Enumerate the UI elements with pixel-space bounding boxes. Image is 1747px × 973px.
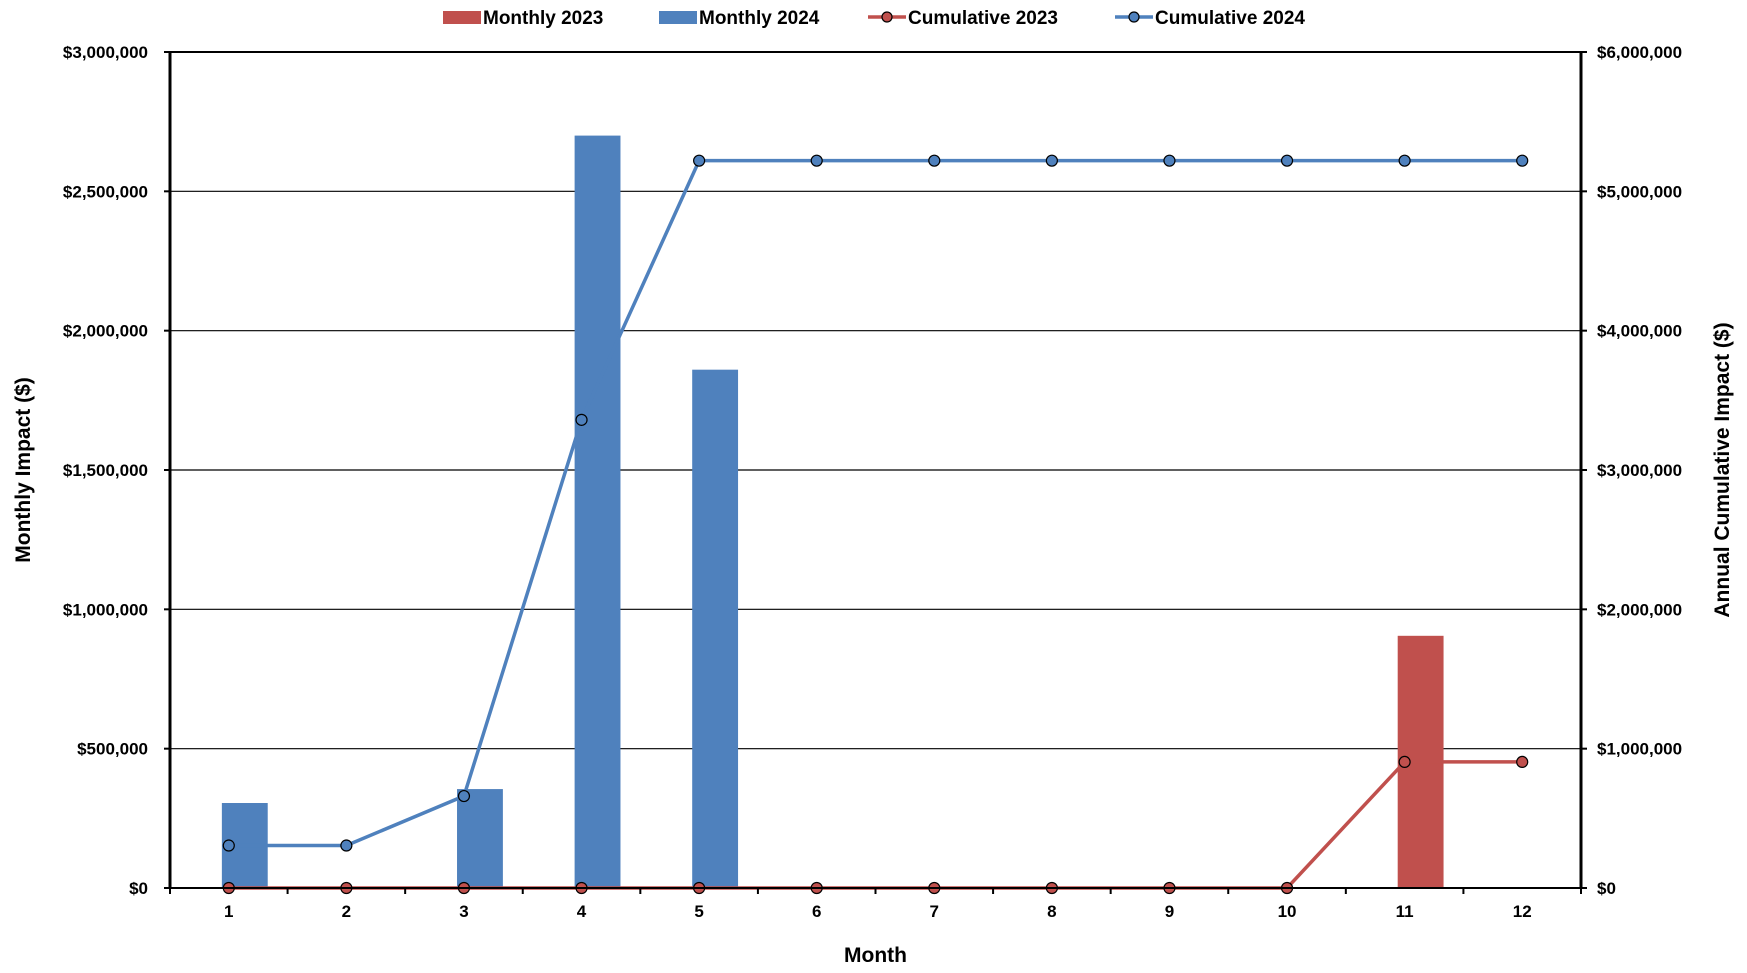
legend-swatch-monthly-2023 xyxy=(443,11,481,24)
point-cumulative-2024-11 xyxy=(1398,154,1411,167)
point-cumulative-2024-3 xyxy=(457,789,471,803)
point-cumulative-2024-12 xyxy=(1516,154,1529,167)
x-tick-label: 8 xyxy=(1047,902,1056,921)
y2-tick-label: $3,000,000 xyxy=(1597,461,1682,480)
y2-tick-label: $6,000,000 xyxy=(1597,43,1682,62)
x-tick-label: 10 xyxy=(1278,902,1297,921)
y-tick-label: $1,500,000 xyxy=(63,461,148,480)
legend-swatch-monthly-2024 xyxy=(659,11,697,24)
point-cumulative-2024-1 xyxy=(222,839,235,852)
legend-marker-cumulative-2023 xyxy=(881,11,893,23)
y-axis-title: Monthly Impact ($) xyxy=(12,377,35,563)
point-cumulative-2024-8 xyxy=(1045,154,1058,167)
y2-tick-label: $2,000,000 xyxy=(1597,600,1682,619)
bar-monthly-2024-5 xyxy=(692,369,739,888)
line-cumulative-2024 xyxy=(228,158,1523,848)
x-tick-label: 11 xyxy=(1396,902,1414,921)
x-tick-label: 12 xyxy=(1513,902,1532,921)
legend-label-monthly-2024: Monthly 2024 xyxy=(699,8,820,29)
x-tick-label: 7 xyxy=(930,902,939,921)
y2-tick-label: $4,000,000 xyxy=(1597,322,1682,341)
bar-monthly-2024-4 xyxy=(574,135,621,889)
point-cumulative-2024-7 xyxy=(928,154,941,167)
y-tick-label: $2,000,000 xyxy=(63,322,148,341)
legend-label-cumulative-2024: Cumulative 2024 xyxy=(1155,8,1305,29)
x-tick-label: 9 xyxy=(1165,902,1174,921)
x-tick-label: 1 xyxy=(224,902,233,921)
point-cumulative-2023-12 xyxy=(1516,755,1529,769)
y-tick-label: $500,000 xyxy=(77,740,148,759)
y2-tick-label: $1,000,000 xyxy=(1597,740,1682,759)
point-cumulative-2024-10 xyxy=(1280,154,1294,167)
legend-label-cumulative-2023: Cumulative 2023 xyxy=(908,8,1058,29)
bar-monthly-2024-3 xyxy=(457,789,503,888)
y2-axis-title: Annual Cumulative Impact ($) xyxy=(1711,322,1734,617)
axes xyxy=(164,51,1587,894)
y2-tick-label: $0 xyxy=(1597,879,1616,898)
y-tick-label: $1,000,000 xyxy=(63,600,148,619)
x-tick-label: 2 xyxy=(342,902,351,921)
line-cumulative-2023 xyxy=(228,760,1523,890)
x-tick-label: 5 xyxy=(694,902,703,921)
point-cumulative-2024-5 xyxy=(693,154,706,167)
tick-labels: $0 $500,000 $1,000,000 $1,500,000 $2,000,000… xyxy=(63,43,1682,921)
x-tick-label: 6 xyxy=(812,902,821,921)
y-tick-label: $2,500,000 xyxy=(63,182,148,201)
gridlines xyxy=(170,51,1581,750)
y-tick-label: $3,000,000 xyxy=(63,43,148,62)
bar-series xyxy=(221,135,1444,889)
legend-label-monthly-2023: Monthly 2023 xyxy=(483,8,603,29)
point-cumulative-2024-4 xyxy=(575,413,588,426)
legend: Monthly 2023 Monthly 2024 Cumulative 2023 C… xyxy=(443,8,1305,29)
point-cumulative-2024-2 xyxy=(340,839,353,852)
x-tick-label: 4 xyxy=(577,902,587,921)
line-series xyxy=(222,154,1529,895)
y2-tick-label: $5,000,000 xyxy=(1597,182,1682,201)
x-tick-label: 3 xyxy=(459,902,468,921)
x-axis-title: Month xyxy=(844,944,907,967)
point-cumulative-2024-6 xyxy=(810,154,823,167)
point-cumulative-2024-9 xyxy=(1163,154,1176,167)
y-tick-label: $0 xyxy=(129,879,148,898)
legend-marker-cumulative-2024 xyxy=(1128,11,1140,23)
point-cumulative-2023-11 xyxy=(1398,755,1411,769)
